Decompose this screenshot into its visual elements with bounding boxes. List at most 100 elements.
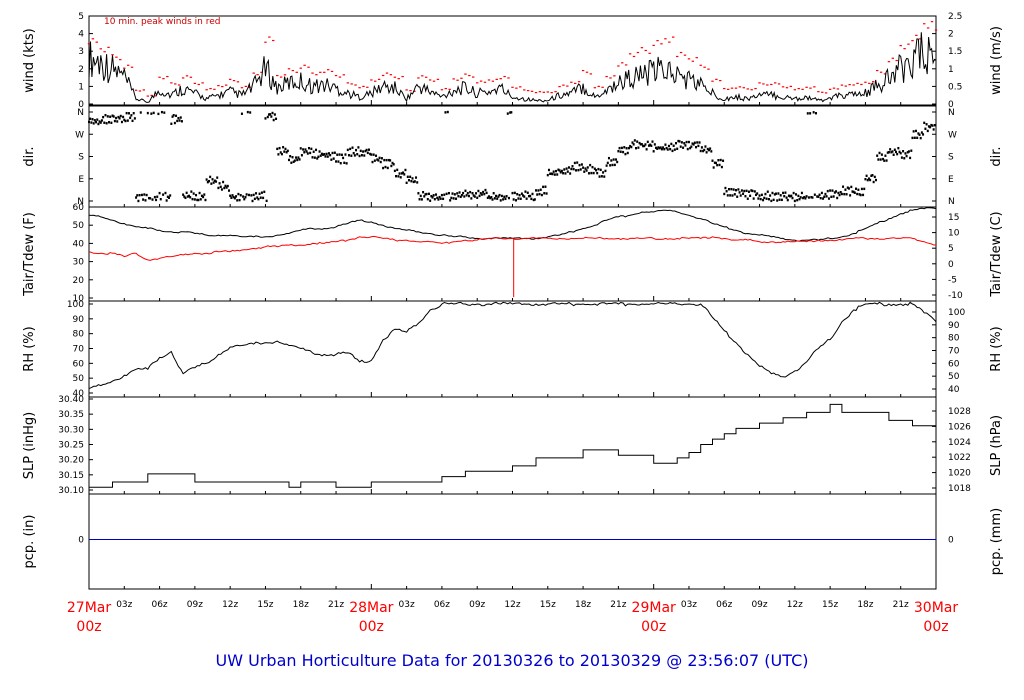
direction-point xyxy=(818,193,821,196)
direction-point xyxy=(359,149,362,153)
direction-point xyxy=(629,144,632,148)
direction-point xyxy=(446,110,449,114)
direction-point xyxy=(240,112,243,115)
direction-point xyxy=(833,191,836,194)
direction-point xyxy=(623,146,626,149)
peak-wind-marker xyxy=(785,87,789,89)
direction-point xyxy=(302,148,305,151)
peak-wind-marker xyxy=(107,46,110,48)
direction-point xyxy=(605,164,608,167)
direction-point xyxy=(590,171,593,175)
direction-point xyxy=(652,150,655,153)
direction-point xyxy=(459,195,462,199)
chart-title: UW Urban Horticulture Data for 20130326 … xyxy=(216,651,809,670)
direction-point xyxy=(625,147,628,150)
hour-tick-label: 06z xyxy=(434,600,450,610)
direction-point xyxy=(92,122,95,125)
peak-wind-marker xyxy=(538,91,542,93)
direction-point xyxy=(220,188,223,191)
direction-point xyxy=(627,146,630,150)
direction-point xyxy=(430,194,433,198)
direction-point xyxy=(570,167,573,171)
direction-point xyxy=(927,125,930,128)
direction-point xyxy=(729,194,732,197)
direction-point xyxy=(716,163,719,167)
y-tick-label-left: N xyxy=(77,108,84,118)
peak-wind-marker xyxy=(452,78,455,80)
direction-point xyxy=(173,121,176,125)
direction-point xyxy=(133,117,136,120)
direction-point xyxy=(130,114,133,117)
direction-point xyxy=(800,191,803,195)
direction-point xyxy=(702,149,705,153)
direction-point xyxy=(806,112,809,115)
direction-point xyxy=(599,168,602,172)
direction-point xyxy=(817,195,820,198)
peak-wind-marker xyxy=(679,51,683,54)
direction-point xyxy=(340,153,343,157)
direction-point xyxy=(418,198,421,201)
y-tick-label-left: 30.15 xyxy=(58,471,84,481)
y-tick-label-right: N xyxy=(948,197,955,207)
direction-point xyxy=(332,157,335,160)
direction-point xyxy=(644,143,647,146)
peak-wind-marker xyxy=(405,89,408,91)
direction-point xyxy=(109,115,112,118)
y-tick-label-right: 1.5 xyxy=(948,47,962,57)
direction-point xyxy=(387,158,390,162)
direction-point xyxy=(898,150,901,154)
direction-point xyxy=(609,164,612,167)
direction-point xyxy=(410,179,413,183)
direction-point xyxy=(737,188,740,191)
direction-point xyxy=(630,145,633,149)
peak-wind-marker xyxy=(448,88,451,90)
direction-point xyxy=(396,168,399,172)
direction-point xyxy=(482,190,485,194)
direction-point xyxy=(223,186,226,190)
y-tick-label-left: 30 xyxy=(73,258,85,268)
peak-wind-marker xyxy=(628,53,632,55)
direction-point xyxy=(610,159,613,162)
direction-point xyxy=(722,159,725,162)
y-tick-label-left: 70 xyxy=(73,345,85,355)
peak-wind-marker xyxy=(515,87,518,89)
direction-point xyxy=(372,153,375,156)
direction-point xyxy=(213,179,216,182)
direction-point xyxy=(344,153,347,156)
direction-point xyxy=(686,147,689,151)
direction-point xyxy=(560,169,563,173)
direction-point xyxy=(269,113,272,116)
direction-point xyxy=(169,194,172,197)
direction-point xyxy=(166,195,169,199)
direction-point xyxy=(327,152,330,155)
direction-point xyxy=(580,163,583,166)
y-tick-label-right: 2 xyxy=(948,30,954,40)
peak-wind-marker xyxy=(589,73,593,75)
direction-point xyxy=(212,181,215,184)
direction-point xyxy=(690,145,693,148)
direction-point xyxy=(392,163,395,166)
direction-point xyxy=(197,198,200,202)
direction-point xyxy=(820,191,823,195)
peak-wind-marker xyxy=(126,64,130,66)
direction-point xyxy=(140,193,143,197)
direction-point xyxy=(677,139,680,143)
direction-point xyxy=(356,153,359,156)
direction-point xyxy=(836,196,839,200)
y-tick-label-right: 1026 xyxy=(948,422,971,432)
peak-wind-marker xyxy=(409,90,412,92)
direction-point xyxy=(587,172,590,175)
direction-point xyxy=(492,192,495,195)
peak-wind-marker xyxy=(103,51,106,53)
peak-wind-marker xyxy=(483,81,487,83)
peak-wind-marker xyxy=(668,41,671,43)
direction-point xyxy=(229,194,232,197)
direction-point xyxy=(632,143,635,146)
direction-point xyxy=(465,194,468,197)
direction-point xyxy=(112,115,115,118)
direction-point xyxy=(616,160,619,164)
y-axis-label-right: wind (m/s) xyxy=(989,26,1004,95)
y-tick-label-left: 90 xyxy=(73,315,85,325)
direction-point xyxy=(380,157,383,160)
